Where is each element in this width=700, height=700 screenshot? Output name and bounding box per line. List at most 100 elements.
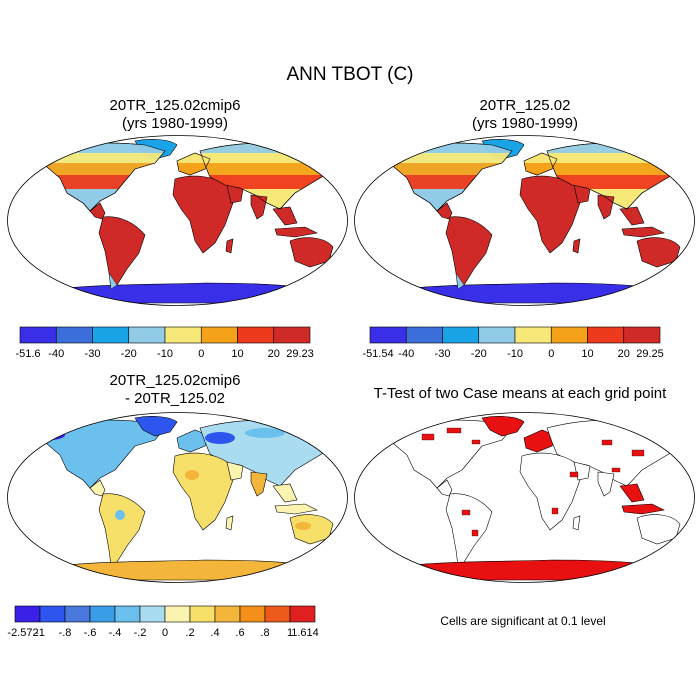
colorbar-tick-label: 1 [287,627,293,639]
latitude-band [45,153,340,163]
panel2-title-line1: 20TR_125.02 [479,97,571,114]
landmass-greenland [481,416,525,437]
colorbar-swatch [442,326,480,344]
colorbar-swatch [264,605,291,623]
landmass-seAsia [619,483,645,503]
landmass-india [250,471,268,497]
panel1-title-line1: 20TR_125.02cmip6 [109,97,241,114]
colorbar-tick-label: -51.54 [362,348,393,360]
colorbar-swatch [19,326,57,344]
map-border [354,135,695,306]
colorbar-tick-label: -20 [121,348,137,360]
colorbar-tick-label: .2 [185,627,194,639]
patagonia-region [455,272,465,290]
significance-cell [446,427,462,434]
map-border [7,412,348,583]
landmass-madagascar [225,238,234,254]
significance-cell [631,449,645,457]
colorbar-swatch [92,326,130,344]
colorbar-tick-label: 20 [618,348,630,360]
panel2-title-line2: (yrs 1980-1999) [472,115,578,132]
colorbar-tick-label: -40 [398,348,414,360]
colorbar-swatch [64,605,91,623]
anomaly-region [245,428,285,438]
colorbar-swatch [164,605,191,623]
landmass-centralAmerica [89,479,106,497]
landmass-australia [289,514,334,545]
colorbar-tick-label: 0 [198,348,204,360]
colorbar-swatch [139,605,166,623]
colorbar-model-b: -51.54 -40 -30 -20 -10 0 10 20 29.25 [362,326,664,360]
latitude-band [392,153,687,163]
colorbar-tick-label: .8 [260,627,269,639]
colorbar-swatch [89,605,116,623]
landmass-indonesia [621,226,665,238]
anomaly-region [205,432,235,444]
colorbar-model-a: -51.6 -40 -30 -20 -10 0 10 20 29.23 [15,326,314,360]
colorbar-tick-label: .4 [210,627,219,639]
landmass-southAmerica [445,493,493,567]
landmass-centralAmerica [436,202,453,220]
colorbar-tick-label: -30 [435,348,451,360]
map-border [7,135,348,306]
colorbar-tick-label: .6 [235,627,244,639]
landmass-india [250,194,268,220]
colorbar-tick-label: -2.572 [7,627,38,639]
landmass-australia [636,514,681,545]
significance-cell [471,529,479,537]
colorbar-tick-label: -10 [507,348,523,360]
colorbar-tick-label: 20 [268,348,280,360]
significance-note: Cells are significant at 0.1 level [440,614,606,628]
colorbar-swatch [128,326,166,344]
colorbar-swatch [405,326,443,344]
colorbar-tick-label: 29.23 [286,348,314,360]
landmass-madagascar [572,515,581,531]
map-panel-model-a [7,135,348,306]
landmass-madagascar [225,515,234,531]
landmass-europe [523,429,558,453]
colorbar-swatch [369,326,407,344]
significance-cell [611,467,621,473]
colorbar-tick-label: -1 [35,627,45,639]
colorbar-swatch [273,326,311,344]
colorbar-tick-label: -10 [157,348,173,360]
landmass-arabia [226,461,244,481]
landmass-greenland [134,416,178,437]
map-border [354,412,695,583]
landmass-india [597,194,615,220]
significance-cell [471,439,481,445]
landmass-centralAmerica [436,479,453,497]
colorbar-swatch [239,605,266,623]
colorbar-tick-label: 0 [162,627,168,639]
colorbar-swatch [237,326,275,344]
panel2-title: 20TR_125.02 (yrs 1980-1999) [360,97,690,133]
landmass-indonesia [621,503,665,515]
significance-cell [461,509,471,516]
anomaly-region [185,470,199,480]
landmass-southAmerica [98,493,146,567]
colorbar-tick-label: -.4 [109,627,122,639]
figure-title: ANN TBOT (C) [286,64,414,85]
colorbar-swatch [214,605,241,623]
colorbar-swatch [189,605,216,623]
panel1-title: 20TR_125.02cmip6 (yrs 1980-1999) [10,97,340,133]
colorbar-swatch [289,605,316,623]
colorbar-swatch [200,326,238,344]
landmass-centralAmerica [89,202,106,220]
panel3-title-line2: - 20TR_125.02 [124,390,226,407]
panel3-title: 20TR_125.02cmip6 - 20TR_125.02 [10,372,340,408]
landmass-seAsia [272,206,298,226]
panel3-title-line1: 20TR_125.02cmip6 [109,372,241,389]
significance-cell [421,433,435,441]
colorbar-tick-label: 1.614 [291,627,319,639]
map-panel-model-b [354,135,695,306]
colorbar-swatch [114,605,141,623]
anomaly-region [295,522,311,530]
colorbar-tick-label: 29.25 [636,348,664,360]
colorbar-swatch [514,326,552,344]
significance-cell [651,431,663,437]
colorbar-swatch [550,326,588,344]
landmass-indonesia [274,503,318,515]
map-panel-ttest [354,412,695,583]
map-panel-difference [7,412,348,583]
